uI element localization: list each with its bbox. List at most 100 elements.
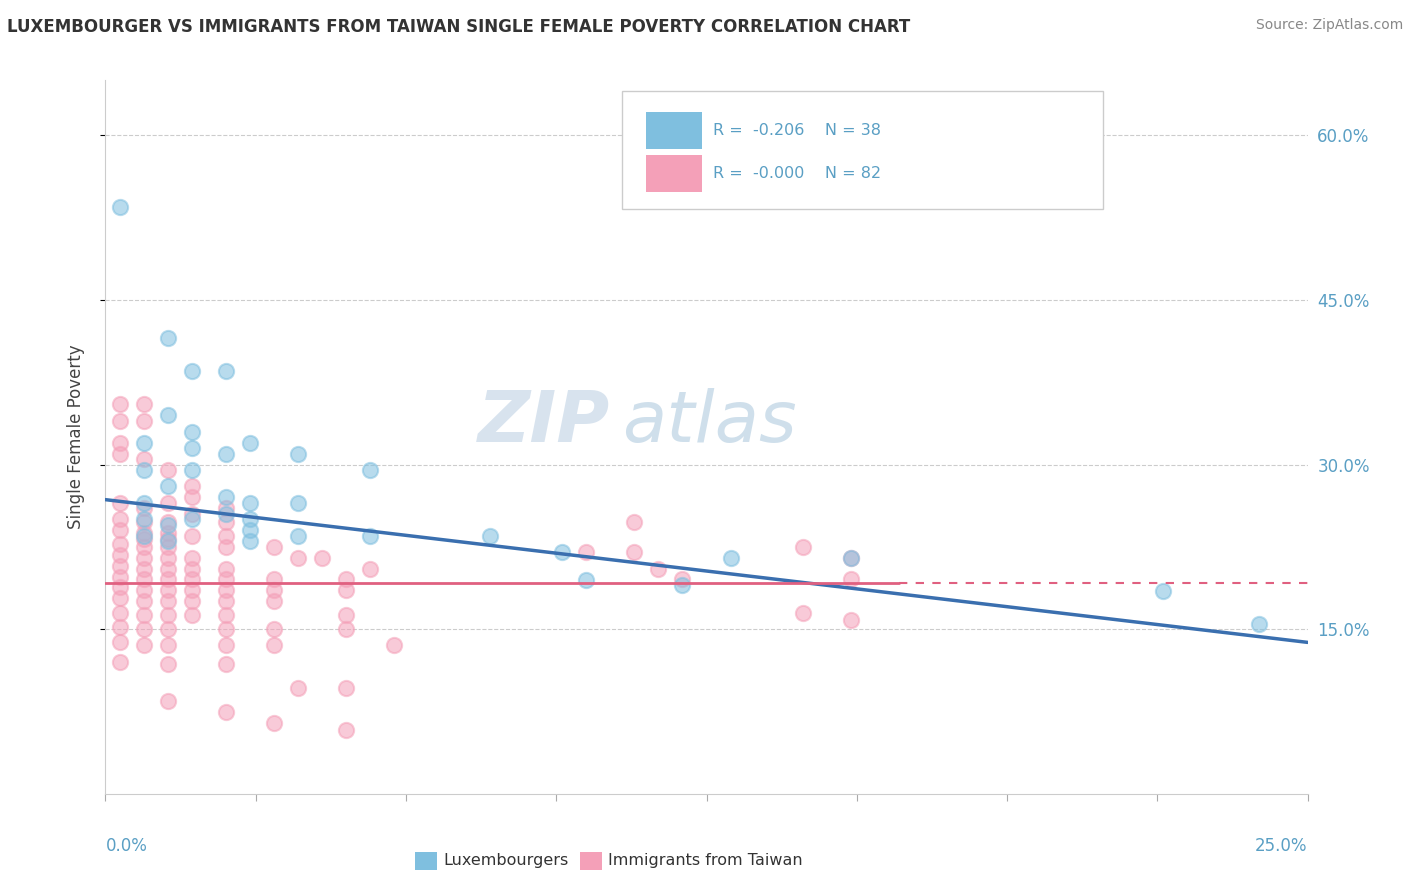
Point xyxy=(132,414,155,428)
Point xyxy=(181,529,204,543)
Point xyxy=(181,441,204,455)
Point xyxy=(108,655,131,669)
Point xyxy=(263,638,285,652)
Point xyxy=(575,545,598,559)
Point xyxy=(156,693,179,707)
FancyBboxPatch shape xyxy=(647,155,702,193)
Point xyxy=(214,657,236,672)
Point xyxy=(287,446,309,460)
Point xyxy=(132,452,155,467)
Point xyxy=(132,562,155,576)
Point xyxy=(181,572,204,586)
Point xyxy=(108,569,131,583)
Point xyxy=(239,534,262,549)
Point xyxy=(181,593,204,607)
Point xyxy=(623,515,645,529)
Point xyxy=(239,435,262,450)
Point xyxy=(156,622,179,636)
Point xyxy=(132,532,155,546)
Point xyxy=(156,582,179,597)
Point xyxy=(839,572,862,586)
Bar xyxy=(581,852,602,870)
Point xyxy=(181,550,204,565)
Point xyxy=(1152,583,1174,598)
Text: LUXEMBOURGER VS IMMIGRANTS FROM TAIWAN SINGLE FEMALE POVERTY CORRELATION CHART: LUXEMBOURGER VS IMMIGRANTS FROM TAIWAN S… xyxy=(7,18,910,36)
Point xyxy=(181,512,204,526)
Point xyxy=(575,573,598,587)
Point xyxy=(108,414,131,428)
Point xyxy=(335,582,357,597)
Point xyxy=(214,622,236,636)
Point xyxy=(792,606,814,620)
Point xyxy=(156,479,179,493)
Point xyxy=(132,540,155,554)
Point xyxy=(181,463,204,477)
Point xyxy=(214,529,236,543)
Point xyxy=(335,723,357,738)
Point xyxy=(156,572,179,586)
Point xyxy=(156,534,179,549)
Point xyxy=(132,582,155,597)
Point xyxy=(181,562,204,576)
Point xyxy=(156,540,179,554)
Point xyxy=(156,515,179,529)
Point xyxy=(720,550,742,565)
Point xyxy=(214,607,236,622)
Point xyxy=(181,607,204,622)
Text: Immigrants from Taiwan: Immigrants from Taiwan xyxy=(607,854,803,869)
Point xyxy=(108,548,131,562)
Point xyxy=(214,562,236,576)
Point xyxy=(108,591,131,606)
Point xyxy=(214,540,236,554)
Point xyxy=(792,540,814,554)
Point xyxy=(263,622,285,636)
Point xyxy=(156,517,179,532)
Point xyxy=(108,200,131,214)
Point xyxy=(156,562,179,576)
Point xyxy=(156,593,179,607)
Text: atlas: atlas xyxy=(623,388,797,458)
Text: Luxembourgers: Luxembourgers xyxy=(443,854,568,869)
Point xyxy=(359,529,381,543)
Point xyxy=(108,435,131,450)
Text: R =  -0.000    N = 82: R = -0.000 N = 82 xyxy=(713,166,880,181)
Point xyxy=(132,463,155,477)
Point xyxy=(181,507,204,521)
Point xyxy=(214,446,236,460)
Point xyxy=(263,572,285,586)
Point xyxy=(156,331,179,345)
Point xyxy=(132,550,155,565)
Point xyxy=(108,512,131,526)
Point xyxy=(132,501,155,516)
Point xyxy=(181,479,204,493)
Point xyxy=(108,606,131,620)
Bar xyxy=(415,852,437,870)
Point xyxy=(108,558,131,573)
Point xyxy=(181,425,204,439)
Point xyxy=(263,540,285,554)
Point xyxy=(132,622,155,636)
Point xyxy=(132,638,155,652)
Point xyxy=(1249,616,1271,631)
Point xyxy=(181,582,204,597)
Point xyxy=(156,463,179,477)
Point xyxy=(214,364,236,378)
Point xyxy=(239,524,262,538)
Point xyxy=(132,593,155,607)
Point xyxy=(671,572,693,586)
Point xyxy=(287,550,309,565)
Point xyxy=(623,545,645,559)
Text: 25.0%: 25.0% xyxy=(1256,837,1308,855)
Point xyxy=(108,536,131,550)
Point xyxy=(156,657,179,672)
Point xyxy=(214,501,236,516)
Y-axis label: Single Female Poverty: Single Female Poverty xyxy=(66,345,84,529)
Point xyxy=(132,529,155,543)
Point xyxy=(108,397,131,411)
Point xyxy=(156,607,179,622)
Point xyxy=(287,529,309,543)
Point xyxy=(839,614,862,628)
Point xyxy=(263,715,285,730)
Point xyxy=(839,550,862,565)
Point xyxy=(132,397,155,411)
